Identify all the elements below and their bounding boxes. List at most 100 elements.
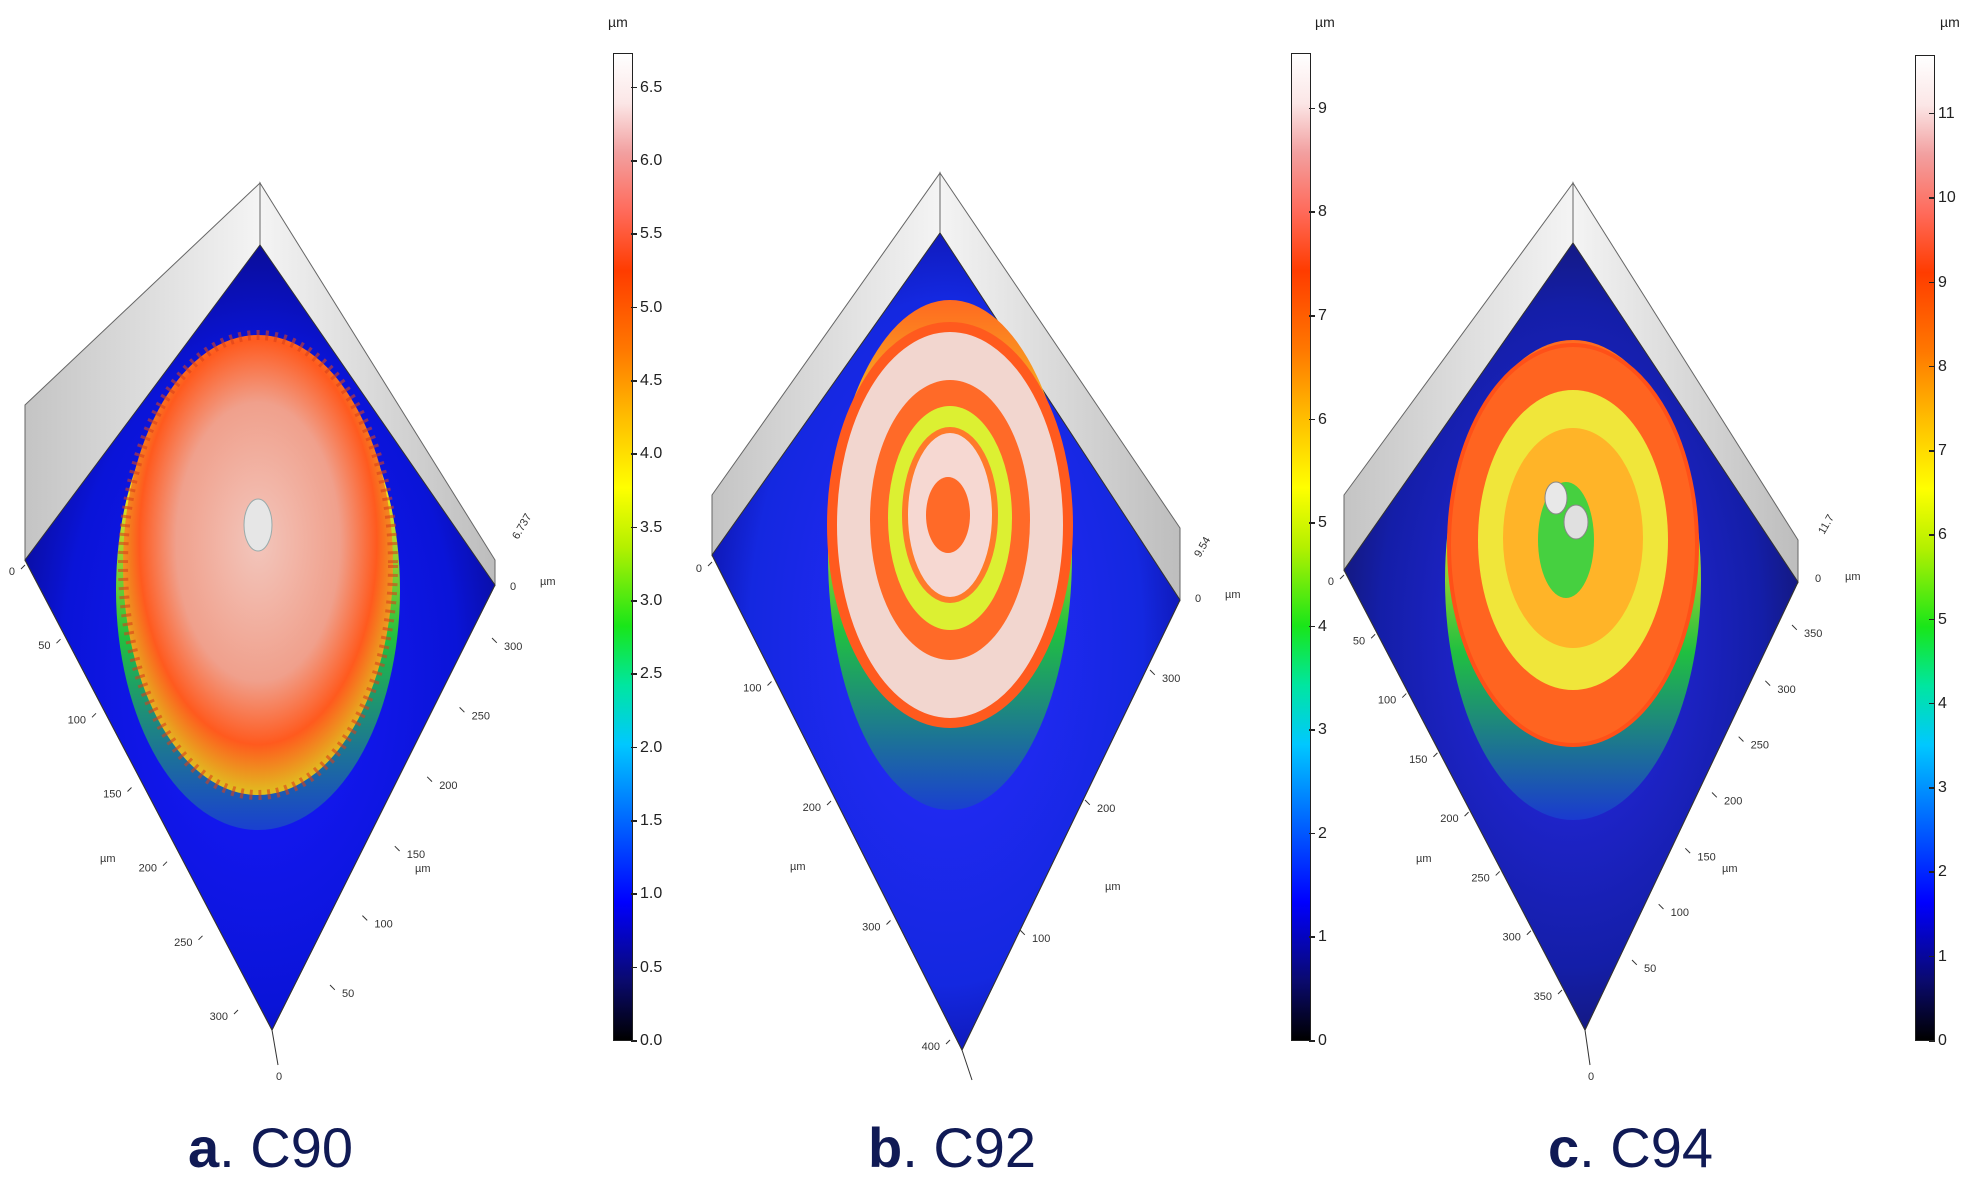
- colorbar-b: [1291, 53, 1311, 1041]
- colorbar-tick-label: 6.5: [630, 78, 663, 96]
- z-max-label: 9.54: [1192, 535, 1213, 560]
- z-zero-label: 0: [1815, 573, 1821, 585]
- axis-tick-mark: [945, 1039, 951, 1045]
- caption-letter: b: [868, 1116, 903, 1179]
- colorbar-tick-label: 7: [1309, 307, 1327, 325]
- panel-c: 0 50 100 150 200 250 300 350 50 100 150 200 250 300 3…: [1328, 0, 1984, 1181]
- axis-tick-label: 250: [1471, 872, 1489, 884]
- colorbar-tick-label: 8: [1309, 203, 1327, 221]
- axis-tick-mark: [1738, 736, 1744, 742]
- axis-tick-label: 350: [1534, 991, 1552, 1003]
- left-axis-unit: µm: [1416, 853, 1432, 865]
- axis-tick-label: 200: [803, 802, 821, 814]
- axis-tick-label: 0: [1328, 576, 1334, 588]
- axis-tick-label: 300: [504, 641, 522, 653]
- axis-tick-mark: [1433, 752, 1438, 758]
- z-zero-label: 0: [510, 581, 516, 593]
- axis-tick-mark: [162, 861, 168, 867]
- axis-tick-mark: [1464, 811, 1469, 817]
- left-axis-line: [1343, 569, 1586, 1031]
- colorbar-tick-label: 4.0: [630, 445, 663, 463]
- colorbar-tick-label: 5: [1929, 610, 1947, 628]
- bottom-label: 0: [276, 1071, 282, 1083]
- panel-b: 0 100 200 300 400 100 200 300 9.54 0 µm µm µm …: [660, 0, 1340, 1181]
- axis-tick-mark: [1684, 847, 1691, 854]
- axis-tick-label: 150: [1409, 754, 1427, 766]
- caption-separator: .: [1579, 1116, 1611, 1179]
- colorbar-tick-label: 3.5: [630, 518, 663, 536]
- axis-tick-label: 100: [743, 683, 761, 695]
- z-unit-label: µm: [540, 576, 556, 588]
- axis-tick-mark: [56, 638, 61, 644]
- colorbar-unit-b: µm: [1315, 14, 1335, 30]
- axis-tick-mark: [1557, 989, 1563, 995]
- axis-tick-mark: [198, 935, 203, 941]
- colorbar-unit-c: µm: [1940, 14, 1960, 30]
- colorbar-tick-label: 10: [1929, 189, 1956, 207]
- axis-tick-mark: [1764, 680, 1771, 686]
- left-axis-ticks: 0 100 200 300 400: [696, 561, 951, 1053]
- axis-tick-mark: [20, 564, 26, 570]
- colorbar-tick-label: 11: [1929, 104, 1955, 122]
- axis-tick-mark: [329, 984, 336, 991]
- colorbar-tick-label: 2.0: [630, 738, 663, 756]
- left-axis-ticks: 0 50 100 150 200 250 300: [9, 564, 239, 1023]
- axis-tick-mark: [1526, 930, 1532, 936]
- axis-tick-mark: [1339, 574, 1345, 580]
- axis-tick-mark: [459, 707, 465, 713]
- colorbar-tick-label: 9: [1309, 99, 1327, 117]
- colorbar-tick-label: 3: [1309, 721, 1327, 739]
- axis-tick-mark: [886, 920, 891, 925]
- right-axis-line: [1584, 581, 1799, 1031]
- colorbar-tick-label: 8: [1929, 357, 1947, 375]
- axis-tick-label: 100: [374, 919, 392, 931]
- left-axis-line: [711, 554, 963, 1051]
- colorbar-tick-label: 3: [1929, 779, 1947, 797]
- caption-name: C94: [1610, 1116, 1714, 1179]
- right-axis-ticks: 100 200 300: [1019, 669, 1180, 945]
- axis-tick-mark: [1019, 929, 1026, 936]
- axis-tick-label: 100: [68, 714, 86, 726]
- axis-tick-label: 200: [1724, 796, 1742, 808]
- caption-b: b. C92: [868, 1118, 1036, 1178]
- axis-tick-label: 300: [1777, 684, 1795, 696]
- axis-tick-label: 0: [9, 566, 15, 578]
- colorbar-tick-label: 4: [1929, 694, 1947, 712]
- colorbar-a: [613, 53, 633, 1041]
- axis-tick-label: 250: [174, 937, 192, 949]
- colorbar-tick-label: 1.0: [630, 885, 663, 903]
- axis-tick-mark: [426, 776, 433, 782]
- axis-tick-mark: [1711, 792, 1718, 798]
- axis-tick-label: 100: [1671, 907, 1689, 919]
- axis-tick-label: 300: [210, 1011, 228, 1023]
- axis-tick-label: 100: [1378, 695, 1396, 707]
- z-zero-label: 0: [1195, 593, 1201, 605]
- plateau-top: [123, 335, 393, 795]
- colorbar-tick-label: 0: [1309, 1032, 1327, 1049]
- bottom-axis-stub: [271, 1029, 279, 1066]
- colorbar-tick-label: 4.5: [630, 372, 663, 390]
- left-axis-unit: µm: [790, 861, 806, 873]
- colorbar-tick-label: 7: [1929, 442, 1947, 460]
- caption-letter: a: [188, 1116, 220, 1179]
- axis-tick-mark: [394, 845, 400, 852]
- right-axis-unit: µm: [415, 863, 431, 875]
- axis-tick-label: 300: [862, 922, 880, 934]
- center-bump-1: [1544, 481, 1568, 515]
- panel-a: 0 50 100 150 200 250 300 50 100 150 200 250 300 6.7…: [0, 0, 663, 1181]
- axis-tick-mark: [1495, 871, 1501, 876]
- axis-tick-mark: [491, 637, 498, 644]
- surface-plot-c: 0 50 100 150 200 250 300 350 50 100 150 200 250 300 3…: [1328, 181, 1861, 1083]
- axis-tick-mark: [1084, 799, 1091, 806]
- left-axis-ticks: 0 50 100 150 200 250 300 350: [1328, 574, 1563, 1003]
- axis-tick-label: 200: [1097, 803, 1115, 815]
- axis-tick-mark: [1791, 624, 1798, 631]
- axis-tick-label: 300: [1502, 932, 1520, 944]
- colorbar-tick-label: 5.5: [630, 225, 663, 243]
- surface-plot-a: 0 50 100 150 200 250 300 50 100 150 200 250 300 6.7…: [9, 181, 556, 1083]
- colorbar-tick-label: 3.0: [630, 592, 663, 610]
- axis-tick-mark: [767, 681, 772, 686]
- left-axis-unit: µm: [100, 853, 116, 865]
- axis-tick-mark: [1658, 903, 1664, 910]
- colorbar-tick-label: 1: [1929, 947, 1947, 965]
